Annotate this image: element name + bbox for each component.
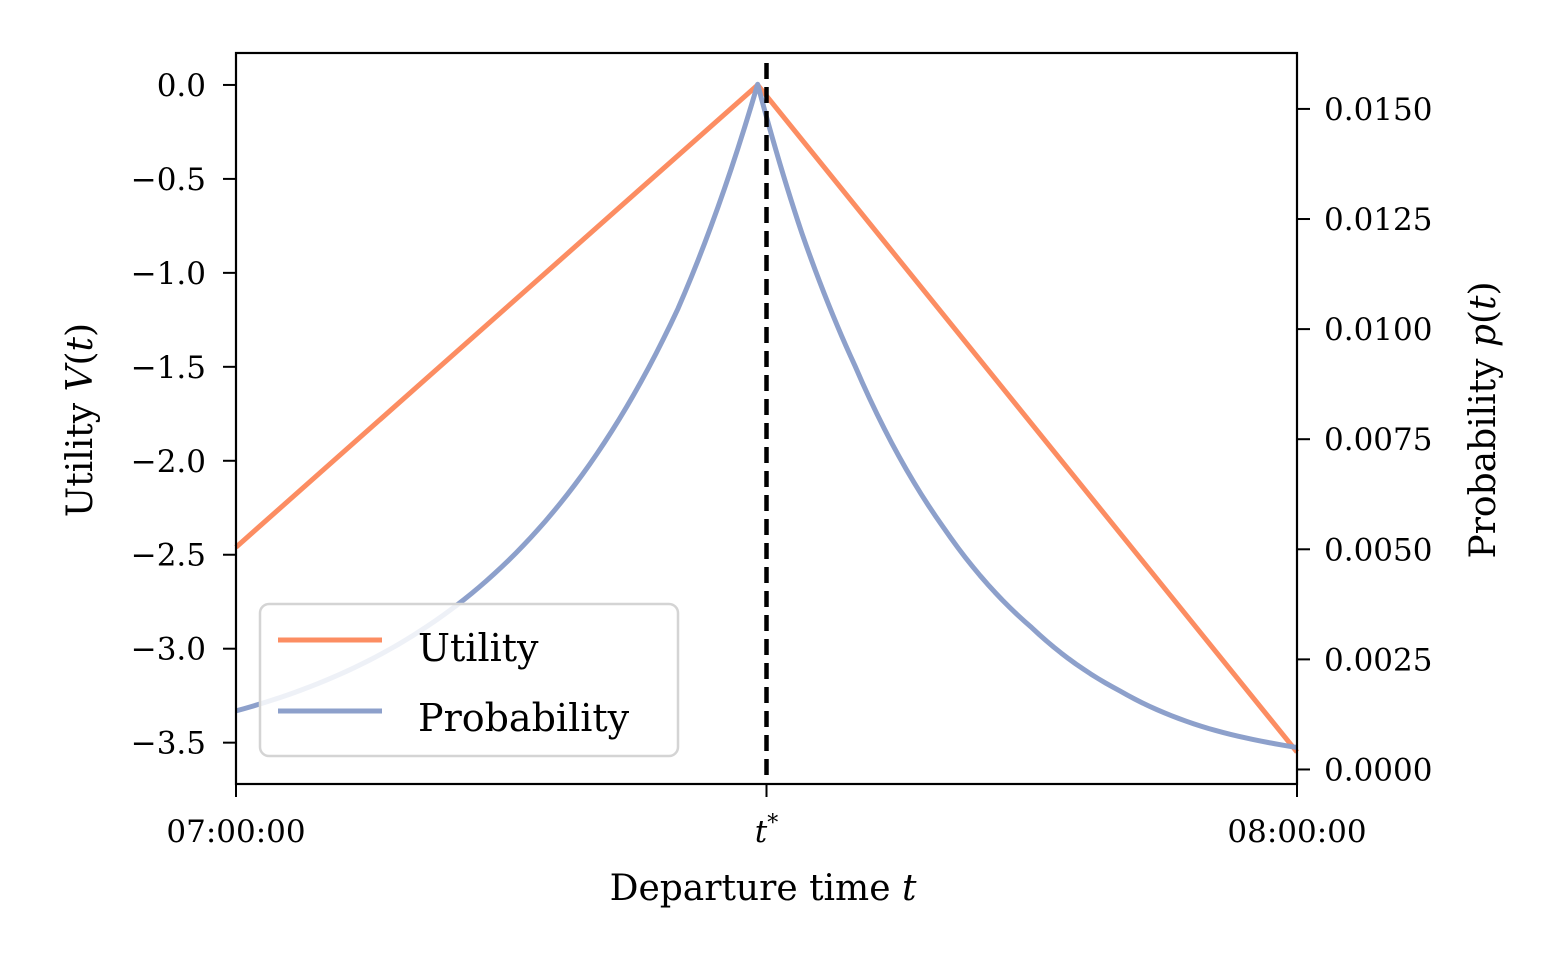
y-right-tick-label: 0.0075 [1324,422,1432,458]
y-left-tick-label: 0.0 [157,68,206,104]
x-axis-label: Departure time t [610,868,917,909]
y-left-tick-label: −1.0 [131,256,206,292]
y-right-tick-label: 0.0125 [1324,202,1432,238]
y-right-tick-label: 0.0025 [1324,642,1432,678]
x-tick-label: 07:00:00 [166,814,305,850]
y-axis-right-label: Probability p(t) [1463,281,1504,558]
y-right-tick-label: 0.0100 [1324,312,1432,348]
y-axis-right-ticks: 0.0000 0.0025 0.0050 0.0075 0.0100 0.0125 0.01… [1297,92,1432,788]
y-right-tick-label: 0.0150 [1324,92,1432,128]
y-axis-left-label: Utility V(t) [60,323,101,517]
x-tick-label: t* [755,811,778,850]
y-left-tick-label: −2.5 [131,538,206,574]
y-left-tick-label: −0.5 [131,162,206,198]
y-left-tick-label: −3.5 [131,726,206,762]
y-axis-left-ticks: 0.0 −0.5 −1.0 −1.5 −2.0 −2.5 −3.0 −3.5 [131,68,236,762]
legend: Utility Probability [258,602,680,758]
y-right-tick-label: 0.0050 [1324,532,1432,568]
x-axis-ticks: 07:00:00 t* 08:00:00 [166,784,1367,850]
y-right-tick-label: 0.0000 [1324,752,1432,788]
legend-label-probability: Probability [418,696,630,740]
y-left-tick-label: −2.0 [131,444,206,480]
y-left-tick-label: −3.0 [131,632,206,668]
legend-label-utility: Utility [418,626,539,670]
x-tick-label: 08:00:00 [1227,814,1366,850]
y-left-tick-label: −1.5 [131,350,206,386]
